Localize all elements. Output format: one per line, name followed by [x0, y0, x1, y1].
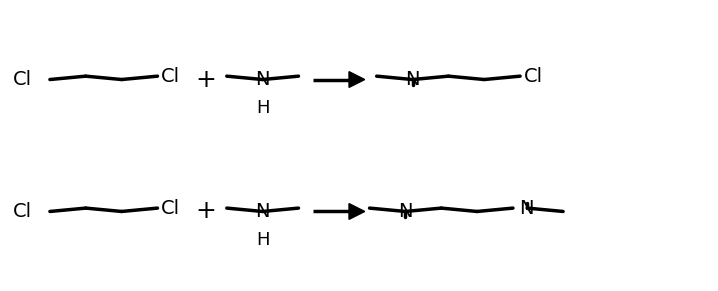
Text: Cl: Cl — [523, 67, 543, 86]
Polygon shape — [349, 204, 365, 219]
Text: Cl: Cl — [161, 67, 180, 86]
Polygon shape — [349, 72, 365, 87]
Text: Cl: Cl — [13, 202, 32, 221]
Text: N: N — [518, 198, 533, 218]
Text: N: N — [256, 202, 270, 221]
Text: Cl: Cl — [13, 70, 32, 89]
Text: N: N — [405, 70, 420, 89]
Text: N: N — [398, 202, 413, 221]
Text: H: H — [256, 231, 269, 249]
Text: Cl: Cl — [161, 198, 180, 218]
Text: N: N — [256, 70, 270, 89]
Text: +: + — [195, 68, 216, 92]
Text: H: H — [256, 99, 269, 117]
Text: +: + — [195, 199, 216, 223]
